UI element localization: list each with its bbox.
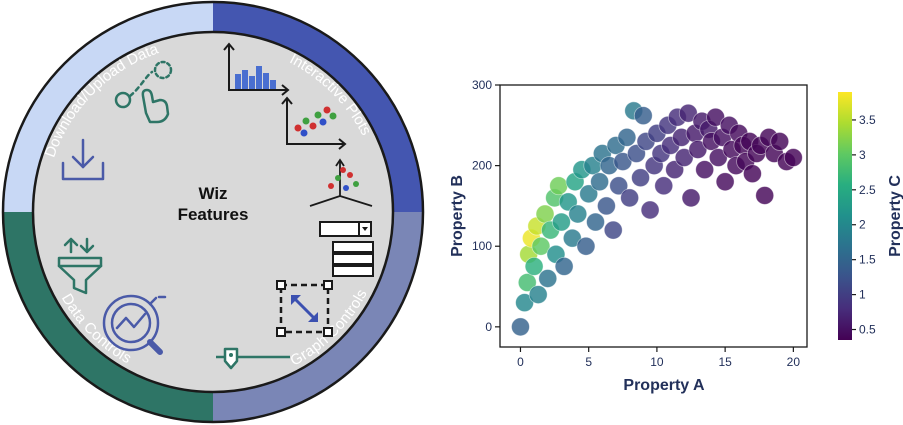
resize-box-icon (276, 280, 333, 337)
data-point-0 (511, 317, 530, 337)
slider-icon (216, 347, 290, 370)
x-tick-label: 5 (585, 355, 592, 369)
x-tick-label: 15 (718, 355, 732, 369)
center-title-line2: Features (178, 205, 249, 224)
pointer-drag-icon (114, 60, 173, 124)
data-point-57 (695, 160, 715, 180)
colorbar-tick-label: 2.5 (859, 183, 876, 197)
colorbar (838, 92, 852, 340)
data-point-28 (597, 196, 616, 216)
y-tick-label: 100 (472, 239, 492, 253)
3d-scatter-icon (309, 158, 373, 207)
data-point-34 (617, 127, 637, 147)
data-point-23 (579, 184, 599, 204)
data-point-16 (554, 256, 574, 276)
colorbar-tick-label: 3 (859, 148, 866, 162)
data-point-26 (590, 172, 610, 192)
data-point-10 (538, 269, 558, 288)
x-tick-label: 0 (517, 355, 524, 369)
colorbar-tick-label: 2 (859, 218, 866, 232)
plot-frame (499, 84, 808, 348)
scatter-plot-icon (281, 96, 347, 150)
dropdown-menu-icon (319, 221, 374, 277)
y-tick-label: 200 (472, 159, 492, 173)
data-point-9 (535, 204, 555, 224)
data-point-35 (620, 188, 640, 208)
data-point-14 (549, 176, 569, 196)
colorbar-tick-label: 1.5 (859, 253, 876, 267)
data-point-5 (524, 256, 544, 276)
colorbar-tick-label: 3.5 (859, 113, 876, 127)
data-point-30 (603, 220, 623, 240)
data-point-38 (631, 168, 650, 188)
data-point-8 (531, 236, 551, 256)
colorbar-label: Property C (887, 175, 903, 257)
filter-funnel-icon (57, 237, 103, 295)
data-point-53 (681, 188, 701, 208)
data-point-25 (586, 212, 605, 232)
data-point-15 (552, 212, 571, 232)
data-point-32 (609, 176, 629, 196)
data-point-74 (755, 186, 775, 205)
colorbar-tick-label: 0.5 (859, 323, 876, 337)
y-tick-label: 0 (485, 320, 492, 334)
data-point-22 (576, 236, 596, 256)
data-point-71 (743, 164, 762, 184)
data-point-41 (640, 200, 660, 220)
y-axis-label: Property B (449, 175, 466, 257)
data-point-45 (654, 176, 674, 196)
data-point-2 (517, 273, 537, 292)
download-tray-icon (61, 138, 105, 181)
colorbar-tick-label: 1 (859, 288, 866, 302)
data-point-20 (568, 204, 588, 224)
x-tick-label: 10 (650, 355, 664, 369)
features-wheel: Download/Upload Data Interactive Plots G… (1, 0, 425, 424)
x-tick-label: 20 (787, 355, 801, 369)
bar-chart-icon (223, 42, 290, 96)
colorbar-ticks: 0.5 1 1.5 2 2.5 3 3.5 (852, 113, 876, 337)
center-title-line1: Wiz (198, 184, 227, 203)
magnify-analytics-icon (102, 294, 167, 355)
points-layer (511, 101, 803, 337)
data-point-63 (715, 172, 735, 192)
y-tick-label: 300 (472, 78, 492, 92)
x-axis-label: Property A (623, 377, 705, 394)
data-point-77 (770, 132, 790, 151)
data-point-7 (528, 285, 548, 305)
data-point-79 (783, 148, 803, 167)
data-point-39 (633, 106, 653, 126)
wheel-outline (1, 0, 425, 424)
